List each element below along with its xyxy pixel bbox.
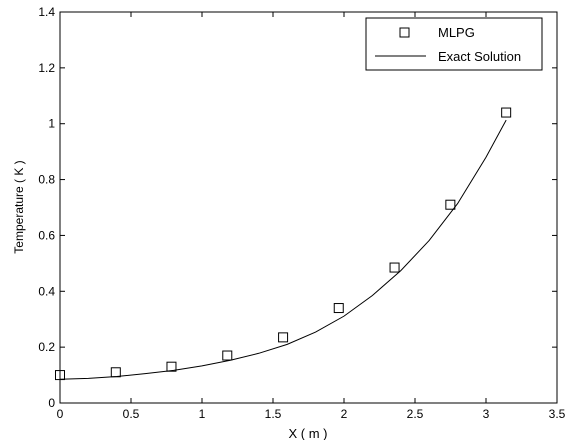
x-tick-label: 2	[341, 407, 348, 421]
legend: MLPG Exact Solution	[365, 17, 543, 71]
y-axis-label: Temperature ( K )	[12, 160, 26, 253]
mlpg-point	[445, 199, 456, 210]
x-axis-label: X ( m )	[289, 426, 328, 440]
ticks-layer: 0 0.5 1 1.5 2 2.5 3 3.5 0 0.2 0.4 0.6 0.8 1 1.2 1.4	[38, 5, 565, 421]
y-tick-label: 0	[48, 396, 55, 410]
series-layer	[55, 107, 512, 381]
y-tick-label: 1.2	[38, 61, 55, 75]
mlpg-point	[389, 262, 400, 273]
mlpg-point	[166, 361, 177, 372]
mlpg-point	[333, 303, 344, 314]
y-tick-label: 0.8	[38, 173, 55, 187]
mlpg-point	[278, 332, 289, 343]
legend-box	[365, 17, 543, 71]
legend-marker-square-icon	[399, 27, 410, 38]
x-tick-label: 0.5	[123, 407, 140, 421]
x-tick-label: 3	[483, 407, 490, 421]
x-tick-label: 2.5	[407, 407, 424, 421]
mlpg-point	[222, 350, 233, 361]
mlpg-point	[55, 370, 65, 381]
exact-solution-line	[59, 119, 507, 380]
x-tick-label: 1	[199, 407, 206, 421]
plot-area	[59, 11, 558, 404]
x-tick-label: 3.5	[549, 407, 566, 421]
x-tick-label: 0	[57, 407, 64, 421]
y-tick-label: 0.4	[38, 284, 55, 298]
y-tick-label: 0.6	[38, 228, 55, 242]
mlpg-point	[501, 107, 512, 118]
legend-label-exact-solution: Exact Solution	[438, 49, 521, 64]
y-tick-label: 1.4	[38, 5, 55, 19]
legend-label-mlpg: MLPG	[438, 25, 475, 40]
y-tick-label: 0.2	[38, 340, 55, 354]
x-tick-label: 1.5	[265, 407, 282, 421]
y-tick-label: 1	[48, 117, 55, 131]
